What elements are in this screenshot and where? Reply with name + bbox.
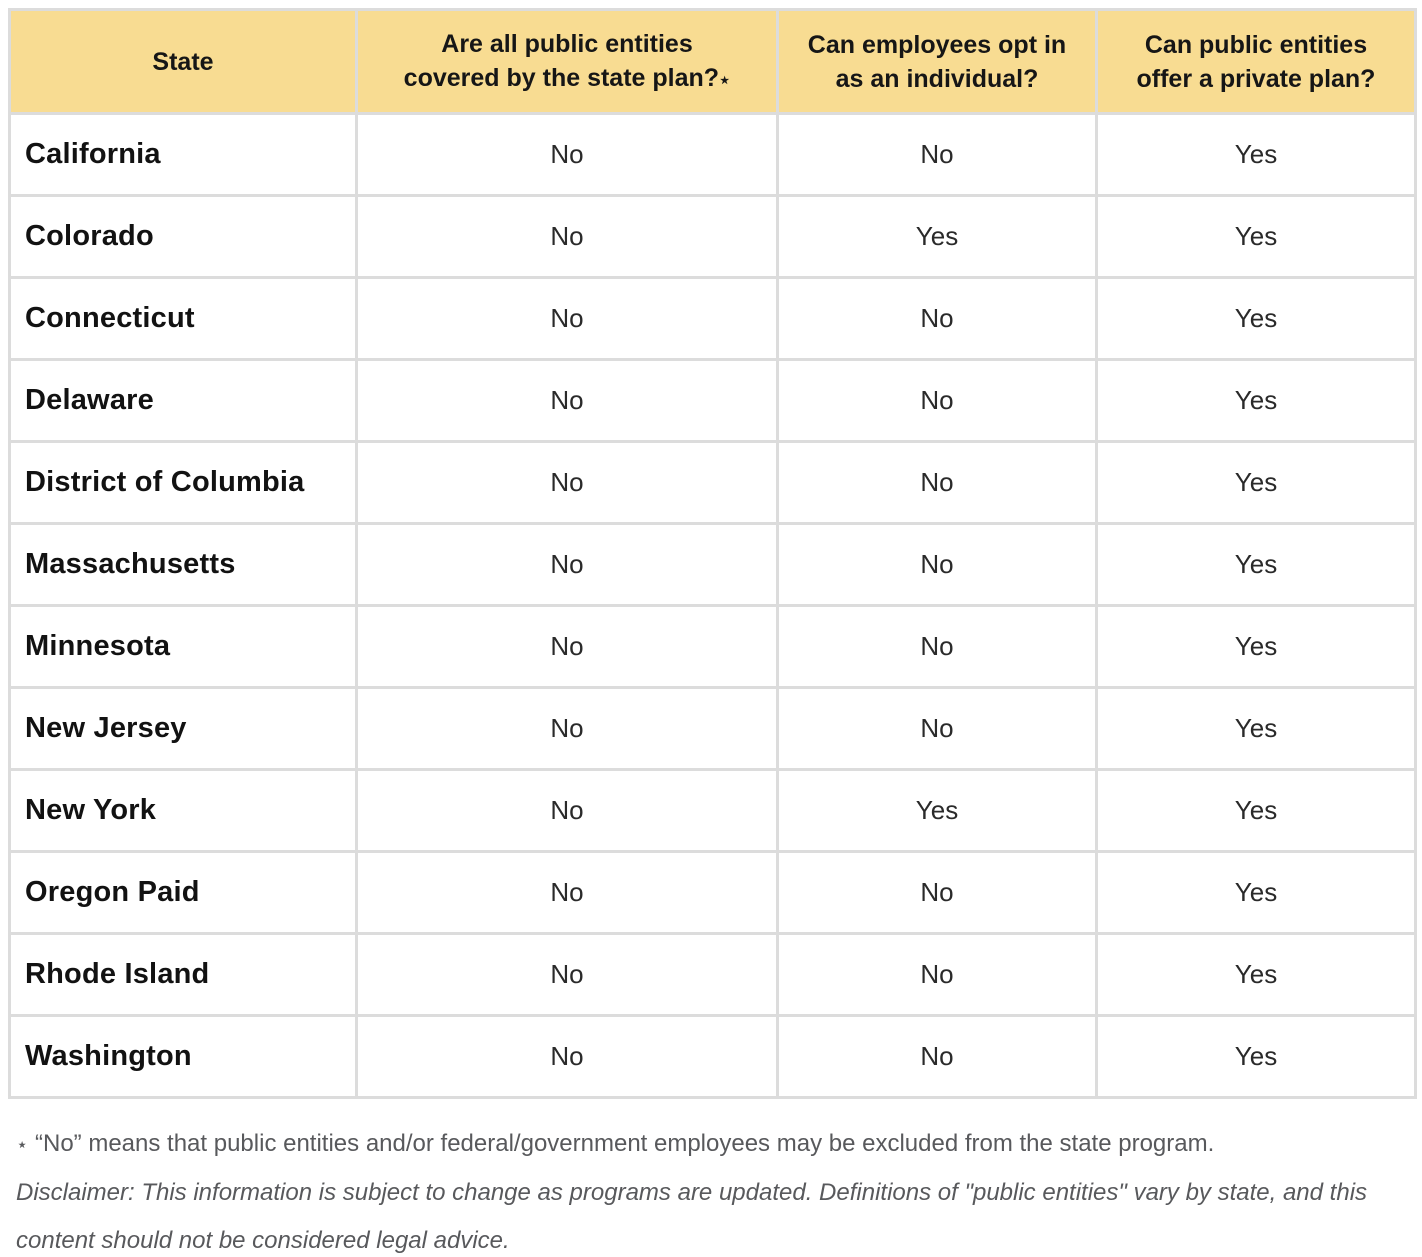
table-row: Connecticut No No Yes <box>8 276 1417 361</box>
covered-cell: No <box>355 932 779 1017</box>
covered-cell: No <box>355 604 779 689</box>
footnote-asterisk-note: ⋆ “No” means that public entities and/or… <box>16 1120 1412 1169</box>
opt-in-cell: No <box>776 358 1098 443</box>
table-row: New York No Yes Yes <box>8 768 1417 853</box>
opt-in-cell: No <box>776 522 1098 607</box>
private-plan-cell: Yes <box>1095 1014 1417 1099</box>
opt-in-cell: No <box>776 276 1098 361</box>
header-row: State Are all public entities covered by… <box>8 8 1417 115</box>
private-plan-cell: Yes <box>1095 194 1417 279</box>
footnote-star: ⋆ <box>16 1134 29 1156</box>
opt-in-cell: No <box>776 686 1098 771</box>
opt-in-cell: No <box>776 932 1098 1017</box>
state-cell: Connecticut <box>8 276 358 361</box>
state-cell: Oregon Paid <box>8 850 358 935</box>
covered-cell: No <box>355 358 779 443</box>
covered-cell: No <box>355 522 779 607</box>
opt-in-cell: No <box>776 850 1098 935</box>
opt-in-cell: No <box>776 440 1098 525</box>
footnote-asterisk-text: “No” means that public entities and/or f… <box>35 1130 1215 1157</box>
state-cell: Washington <box>8 1014 358 1099</box>
table-row: Oregon Paid No No Yes <box>8 850 1417 935</box>
state-cell: Rhode Island <box>8 932 358 1017</box>
col-header-private-plan-line2: offer a private plan? <box>1136 64 1376 93</box>
state-cell: California <box>8 112 358 197</box>
table-row: New Jersey No No Yes <box>8 686 1417 771</box>
table-row: Rhode Island No No Yes <box>8 932 1417 1017</box>
private-plan-cell: Yes <box>1095 440 1417 525</box>
footnotes: ⋆ “No” means that public entities and/or… <box>8 1099 1414 1257</box>
col-header-covered: Are all public entities covered by the s… <box>355 8 779 115</box>
private-plan-cell: Yes <box>1095 112 1417 197</box>
covered-cell: No <box>355 194 779 279</box>
covered-cell: No <box>355 112 779 197</box>
footnote-disclaimer: Disclaimer: This information is subject … <box>16 1179 1368 1254</box>
col-header-opt-in-line1: Can employees opt in <box>807 30 1067 59</box>
table-row: California No No Yes <box>8 112 1417 197</box>
state-cell: Minnesota <box>8 604 358 689</box>
state-cell: New Jersey <box>8 686 358 771</box>
private-plan-cell: Yes <box>1095 604 1417 689</box>
private-plan-cell: Yes <box>1095 276 1417 361</box>
header-asterisk: ⋆ <box>719 69 731 90</box>
state-cell: District of Columbia <box>8 440 358 525</box>
opt-in-cell: No <box>776 112 1098 197</box>
table-row: Delaware No No Yes <box>8 358 1417 443</box>
table-row: District of Columbia No No Yes <box>8 440 1417 525</box>
table-header: State Are all public entities covered by… <box>8 8 1417 115</box>
private-plan-cell: Yes <box>1095 522 1417 607</box>
private-plan-cell: Yes <box>1095 932 1417 1017</box>
opt-in-cell: Yes <box>776 194 1098 279</box>
opt-in-cell: Yes <box>776 768 1098 853</box>
private-plan-cell: Yes <box>1095 358 1417 443</box>
opt-in-cell: No <box>776 1014 1098 1099</box>
opt-in-cell: No <box>776 604 1098 689</box>
private-plan-cell: Yes <box>1095 850 1417 935</box>
table-row: Washington No No Yes <box>8 1014 1417 1099</box>
covered-cell: No <box>355 276 779 361</box>
state-plans-table: State Are all public entities covered by… <box>8 8 1417 1099</box>
col-header-state-label: State <box>152 47 214 76</box>
private-plan-cell: Yes <box>1095 686 1417 771</box>
covered-cell: No <box>355 768 779 853</box>
table-row: Massachusetts No No Yes <box>8 522 1417 607</box>
state-cell: New York <box>8 768 358 853</box>
state-cell: Delaware <box>8 358 358 443</box>
col-header-opt-in: Can employees opt in as an individual? <box>776 8 1098 115</box>
col-header-private-plan-line1: Can public entities <box>1144 30 1368 59</box>
col-header-opt-in-line2: as an individual? <box>835 64 1039 93</box>
state-cell: Colorado <box>8 194 358 279</box>
covered-cell: No <box>355 686 779 771</box>
col-header-covered-line2: covered by the state plan? <box>403 63 720 92</box>
private-plan-cell: Yes <box>1095 768 1417 853</box>
col-header-state: State <box>8 8 358 115</box>
col-header-covered-line1: Are all public entities <box>441 29 693 58</box>
col-header-private-plan: Can public entities offer a private plan… <box>1095 8 1417 115</box>
table-body: California No No Yes Colorado No Yes Yes Connect… <box>8 112 1417 1099</box>
covered-cell: No <box>355 1014 779 1099</box>
covered-cell: No <box>355 850 779 935</box>
covered-cell: No <box>355 440 779 525</box>
table-row: Colorado No Yes Yes <box>8 194 1417 279</box>
state-cell: Massachusetts <box>8 522 358 607</box>
table-row: Minnesota No No Yes <box>8 604 1417 689</box>
